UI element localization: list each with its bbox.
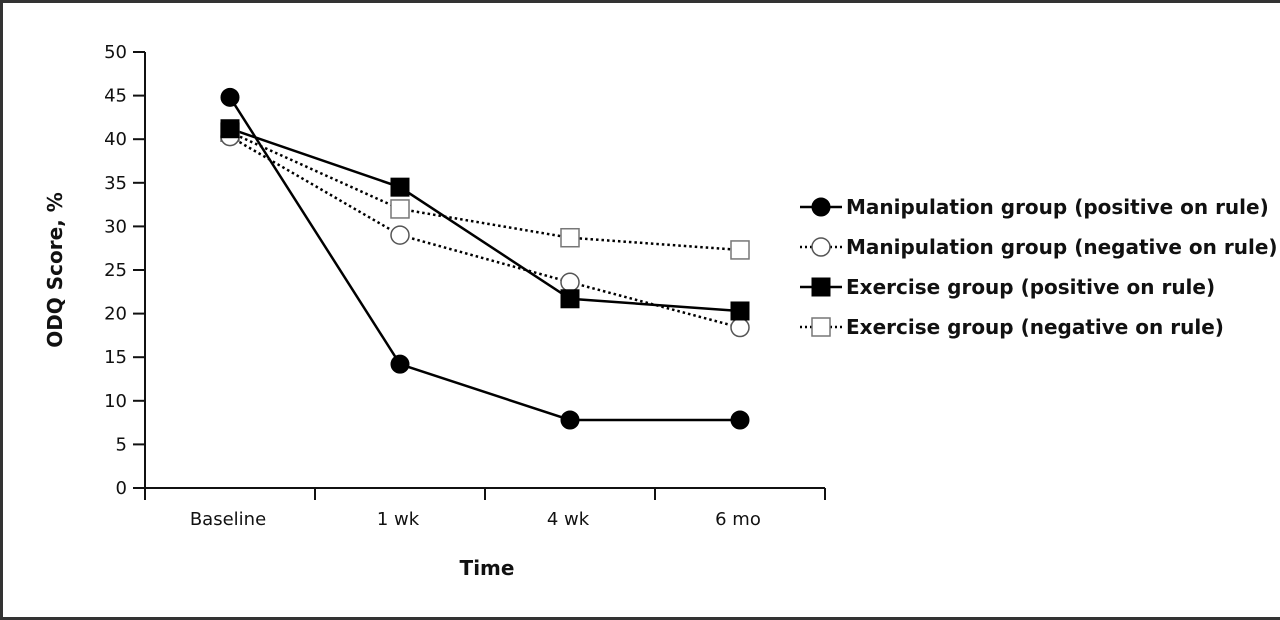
legend-marker-open-circle-icon: [811, 237, 831, 257]
legend-marker-filled-circle-icon: [811, 197, 831, 217]
x-tick-label: Baseline: [190, 509, 266, 530]
legend-item: Manipulation group (negative on rule): [800, 235, 1278, 259]
y-tick-label: 5: [116, 434, 127, 455]
axes: 0 5 10 15 20 25 30 35 40 45 50 Baseline 1 wk 4 wk 6 mo: [104, 42, 826, 530]
series-lines: [228, 96, 741, 422]
data-point-series-0: [560, 410, 580, 430]
data-point-series-1: [560, 272, 580, 292]
data-point-series-2: [220, 119, 240, 139]
legend-item: Exercise group (positive on rule): [800, 275, 1215, 299]
y-axis-title: ODQ Score, %: [43, 192, 67, 348]
data-point-series-1: [730, 317, 750, 338]
series-line-0: [228, 96, 740, 422]
y-tick-label: 40: [104, 129, 127, 150]
legend-marker-filled-square-icon: [811, 277, 831, 297]
legend-label: Manipulation group (negative on rule): [846, 235, 1278, 259]
data-point-series-3: [730, 240, 750, 260]
y-tick-label: 15: [104, 347, 127, 368]
legend-item: Exercise group (negative on rule): [800, 315, 1224, 339]
y-tick-label: 35: [104, 173, 127, 194]
data-point-series-0: [220, 87, 240, 107]
legend-item: Manipulation group (positive on rule): [800, 195, 1269, 219]
y-tick-label: 30: [104, 216, 127, 237]
series-line-1: [229, 135, 741, 329]
x-tick-label: 1 wk: [377, 509, 420, 530]
x-tick-label: 4 wk: [547, 509, 590, 530]
series-markers: [220, 87, 750, 430]
data-point-series-2: [560, 289, 580, 309]
data-point-series-1: [390, 225, 410, 245]
y-tick-label: 45: [104, 86, 127, 107]
series-line-2: [229, 127, 741, 313]
y-tick-label: 10: [104, 391, 127, 412]
data-point-series-0: [730, 410, 750, 430]
y-tick-label: 20: [104, 304, 127, 325]
legend-label: Manipulation group (positive on rule): [846, 195, 1269, 219]
x-tick-label: 6 mo: [715, 509, 761, 530]
y-tick-label: 0: [116, 478, 127, 499]
data-point-series-3: [390, 199, 410, 219]
series-line-3: [229, 131, 741, 252]
legend-marker-open-square-icon: [811, 317, 831, 337]
x-axis-title: Time: [460, 556, 515, 580]
y-tick-label: 25: [104, 260, 127, 281]
legend: Manipulation group (positive on rule) Man…: [800, 195, 1278, 339]
data-point-series-2: [730, 301, 750, 321]
legend-label: Exercise group (negative on rule): [846, 315, 1224, 339]
legend-label: Exercise group (positive on rule): [846, 275, 1215, 299]
data-point-series-0: [390, 354, 410, 374]
data-point-series-3: [560, 227, 580, 248]
data-point-series-2: [390, 177, 410, 197]
y-tick-label: 50: [104, 42, 127, 63]
